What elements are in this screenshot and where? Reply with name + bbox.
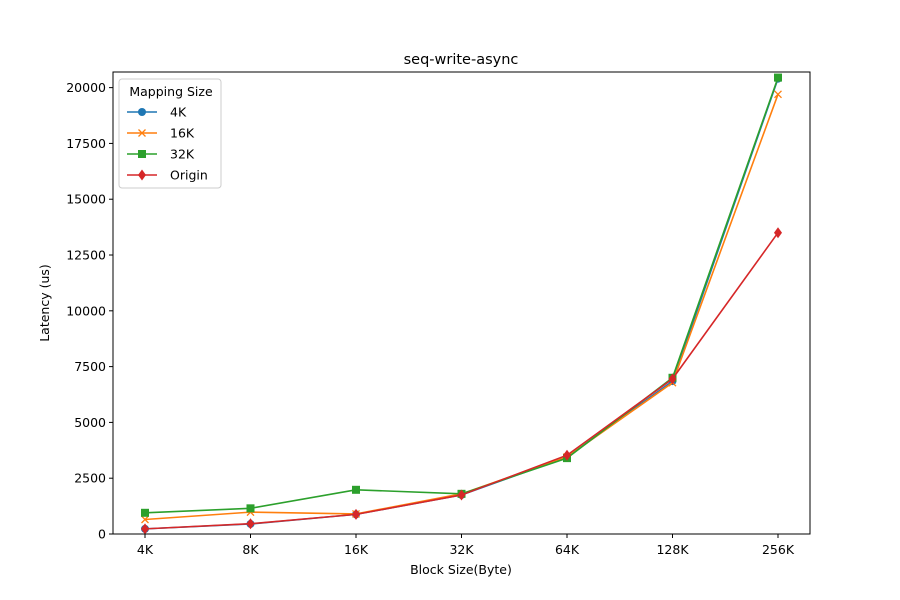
legend-title: Mapping Size xyxy=(129,84,213,99)
legend-item-16k: 16K xyxy=(127,126,195,141)
x-tick-label: 8K xyxy=(242,542,259,557)
legend-marker xyxy=(138,108,146,116)
data-point-origin xyxy=(352,508,360,520)
data-point-32k xyxy=(141,508,149,517)
legend-box xyxy=(118,78,222,189)
legend-marker xyxy=(138,150,146,158)
data-point-origin xyxy=(563,449,571,461)
legend-items: 4K 16K 32K Origin xyxy=(127,105,208,183)
chart-title: seq-write-async xyxy=(404,52,519,68)
x-axis-label: Block Size(Byte) xyxy=(410,562,512,577)
y-tick-label: 12500 xyxy=(66,248,106,263)
data-point-16k xyxy=(141,515,149,524)
y-tick-label: 0 xyxy=(98,527,106,542)
y-axis-label: Latency (us) xyxy=(37,264,52,342)
data-point-16k xyxy=(774,90,782,99)
data-point-32k xyxy=(774,73,782,82)
y-tick-label: 5000 xyxy=(74,415,106,430)
y-axis: 0 2500 5000 7500 10000 12500 15000 17500 20000 xyxy=(66,80,113,542)
plot-series xyxy=(141,73,782,535)
legend-label: Origin xyxy=(170,168,208,183)
x-tick-label: 256K xyxy=(762,542,795,557)
data-point-origin xyxy=(668,373,677,385)
legend-label: 4K xyxy=(170,105,187,120)
data-point-32k xyxy=(246,504,255,513)
data-point-32k xyxy=(352,485,360,494)
legend-label: 32K xyxy=(170,147,195,162)
data-point-origin xyxy=(457,489,466,501)
series-origin xyxy=(141,227,782,535)
y-tick-label: 17500 xyxy=(66,136,106,151)
legend: Mapping Size 4K 16K 32K Origin xyxy=(118,78,222,189)
x-tick-label: 128K xyxy=(656,542,689,557)
x-tick-label: 32K xyxy=(449,542,474,557)
legend-marker xyxy=(138,169,146,181)
plot-frame xyxy=(112,71,811,535)
data-point-origin xyxy=(246,518,255,530)
legend-item-32k: 32K xyxy=(127,147,195,162)
legend-item-origin: Origin xyxy=(127,168,208,183)
y-tick-label: 20000 xyxy=(66,80,106,95)
legend-label: 16K xyxy=(170,126,195,141)
x-tick-label: 64K xyxy=(555,542,580,557)
y-tick-label: 15000 xyxy=(66,192,106,207)
legend-marker xyxy=(138,129,146,137)
data-point-origin xyxy=(774,227,782,239)
y-tick-label: 7500 xyxy=(74,359,106,374)
x-tick-label: 16K xyxy=(344,542,369,557)
y-tick-label: 10000 xyxy=(66,303,106,318)
data-point-origin xyxy=(141,523,149,535)
y-tick-label: 2500 xyxy=(74,471,106,486)
x-tick-label: 4K xyxy=(137,542,154,557)
x-axis: 4K 8K 16K 32K 64K 128K 256K xyxy=(137,534,795,557)
legend-item-4k: 4K xyxy=(127,105,187,120)
